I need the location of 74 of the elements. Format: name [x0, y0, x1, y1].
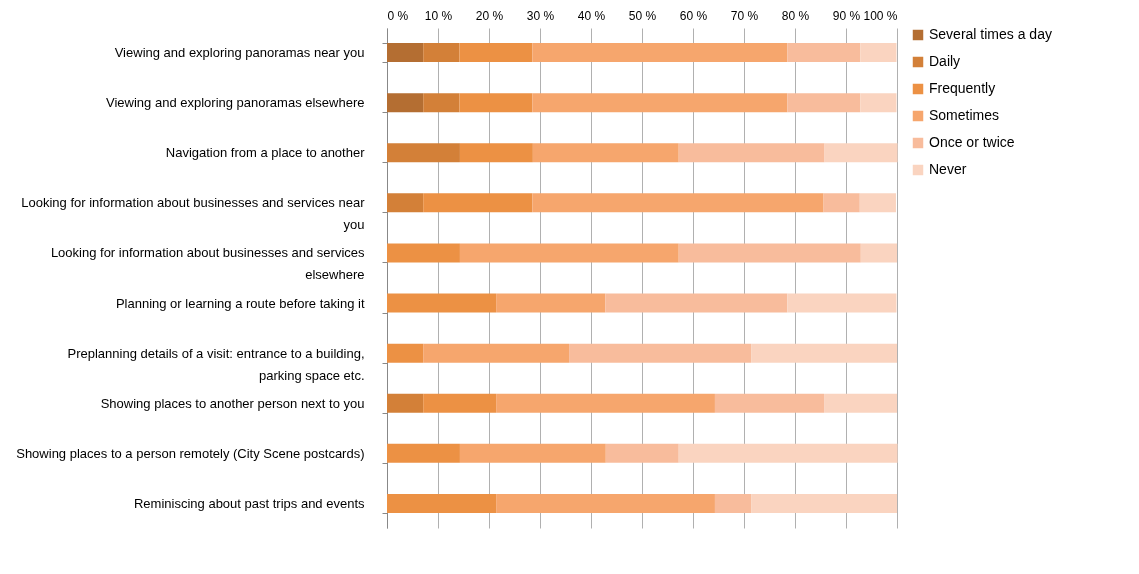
- bar: [387, 43, 424, 63]
- bar: [751, 343, 897, 363]
- bar: [387, 293, 497, 313]
- bar: [860, 93, 897, 113]
- bar: [496, 493, 715, 513]
- bar: [787, 93, 861, 113]
- y-tick-label: Reminiscing about past trips and events: [133, 495, 365, 511]
- bar: [387, 393, 424, 413]
- legend-label: Sometimes: [929, 107, 1000, 123]
- y-tick-label: Viewing and exploring panoramas elsewhere: [106, 95, 365, 111]
- y-tick-label: Viewing and exploring panoramas near you: [114, 45, 365, 61]
- bar: [532, 143, 679, 163]
- bar: [496, 293, 606, 313]
- bar: [860, 243, 897, 263]
- bar: [678, 143, 825, 163]
- bar: [823, 193, 860, 213]
- bar: [787, 293, 897, 313]
- x-tick-label: 0 %: [387, 8, 409, 23]
- y-tick-label: Navigation from a place to another: [165, 145, 366, 161]
- y-tick-label: Looking for information about businesses and services elsewhere: [50, 245, 365, 283]
- bar: [387, 443, 460, 463]
- x-tick-label: 100 %: [863, 8, 898, 23]
- bar: [714, 493, 752, 513]
- x-tick-label: 10 %: [424, 8, 453, 23]
- bar: [459, 43, 533, 63]
- bar: [787, 43, 861, 63]
- bar: [859, 193, 896, 213]
- bar: [387, 143, 460, 163]
- bar: [387, 493, 497, 513]
- x-tick-label: 80 %: [781, 8, 810, 23]
- y-tick-label: Looking for information about businesses and services near you: [21, 195, 366, 233]
- bar: [714, 393, 825, 413]
- x-tick-label: 20 %: [475, 8, 504, 23]
- bar: [678, 243, 861, 263]
- bar: [569, 343, 752, 363]
- x-tick-label: 50 %: [628, 8, 657, 23]
- legend-label: Frequently: [929, 80, 996, 96]
- bar: [387, 343, 424, 363]
- bar: [459, 143, 533, 163]
- y-tick-label: Showing places to a person remotely (City Scene postcards): [16, 445, 365, 461]
- x-tick-label: 60 %: [679, 8, 708, 23]
- x-tick-label: 30 %: [526, 8, 555, 23]
- bar: [387, 243, 460, 263]
- y-tick-label: Preplanning details of a visit: entrance to a building, parking space etc.: [67, 345, 365, 383]
- bar: [423, 93, 460, 113]
- bar: [496, 393, 715, 413]
- bar: [751, 493, 897, 513]
- bar: [423, 193, 533, 213]
- x-tick-label: 40 %: [577, 8, 606, 23]
- bar: [605, 443, 679, 463]
- bar: [423, 343, 570, 363]
- bar: [423, 43, 460, 63]
- bar: [459, 93, 533, 113]
- y-tick-label: Planning or learning a route before taking it: [115, 295, 365, 311]
- bar: [459, 443, 606, 463]
- bar: [860, 43, 897, 63]
- bar: [387, 193, 424, 213]
- bar: [532, 93, 788, 113]
- legend-label: Several times a day: [929, 26, 1052, 42]
- bar: [824, 143, 898, 163]
- legend-label: Daily: [929, 53, 961, 69]
- legend-label: Once or twice: [929, 134, 1015, 150]
- x-tick-label: 90 %: [832, 8, 861, 23]
- y-tick-label: Showing places to another person next to you: [100, 395, 365, 411]
- bar: [605, 293, 788, 313]
- bar: [387, 93, 424, 113]
- bar: [532, 43, 788, 63]
- x-tick-label: 70 %: [730, 8, 759, 23]
- bar: [423, 393, 497, 413]
- bar: [678, 443, 898, 463]
- bar: [824, 393, 897, 413]
- bar: [459, 243, 679, 263]
- bar: [532, 193, 824, 213]
- legend-label: Never: [929, 161, 967, 177]
